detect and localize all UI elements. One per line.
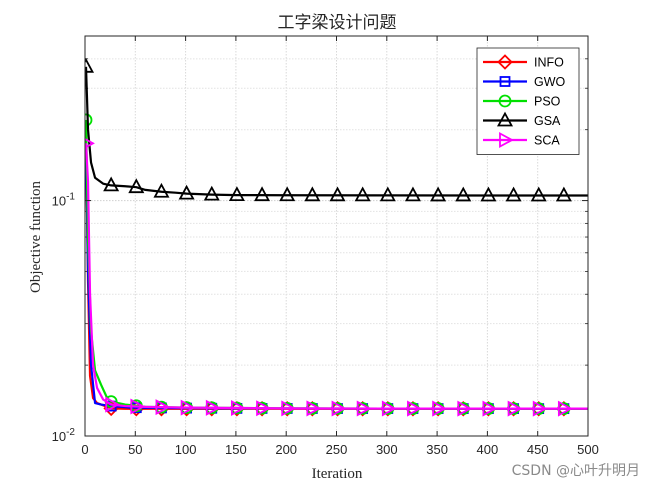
- legend-marker-gwo: [499, 76, 511, 87]
- legend-label-gwo: GWO: [534, 75, 566, 89]
- data-point-sca: [130, 398, 146, 415]
- data-point-sca: [155, 399, 171, 416]
- data-point-gsa: [128, 178, 145, 194]
- x-tick-label: 50: [128, 442, 142, 457]
- data-point-sca: [557, 400, 573, 417]
- chart-title: 工字梁设计问题: [278, 13, 397, 33]
- x-tick-label: 100: [175, 442, 197, 457]
- legend-label-pso: PSO: [534, 95, 561, 109]
- data-point-gsa: [455, 186, 472, 202]
- x-tick-label: 150: [225, 442, 247, 457]
- x-tick-label: 0: [81, 442, 88, 457]
- x-tick-label: 400: [477, 442, 499, 457]
- legend-marker-gsa: [496, 111, 514, 127]
- data-point-gsa: [555, 186, 572, 202]
- x-tick-label: 450: [527, 442, 549, 457]
- x-tick-label: 350: [426, 442, 448, 457]
- data-point-gsa: [178, 184, 195, 200]
- data-point-gsa: [329, 186, 346, 202]
- data-point-sca: [432, 400, 447, 417]
- legend-label-info: INFO: [534, 56, 564, 70]
- data-point-gsa: [304, 186, 321, 202]
- data-point-gsa: [430, 186, 447, 202]
- data-point-sca: [482, 400, 498, 417]
- data-point-sca: [331, 400, 347, 417]
- data-point-gsa: [153, 182, 170, 198]
- data-point-sca: [457, 400, 473, 417]
- data-point-gsa: [203, 185, 220, 201]
- data-point-gsa: [354, 186, 371, 202]
- data-point-gsa: [505, 186, 522, 202]
- plot-area: 0 50 100 150 200 250 300 350 400 450 500 10-2 10-1 IN…: [52, 35, 599, 457]
- x-tick-label: 500: [577, 442, 599, 457]
- data-point-sca: [407, 400, 422, 417]
- x-axis-title: Iteration: [312, 466, 363, 482]
- data-point-sca: [85, 137, 95, 149]
- y-tick-label: 10-1: [52, 192, 76, 209]
- data-point-sca: [205, 399, 221, 416]
- data-point-sca: [306, 400, 322, 417]
- legend-marker-sca: [499, 131, 514, 149]
- data-point-sca: [532, 400, 548, 417]
- data-point-gsa: [530, 186, 547, 202]
- legend-marker-pso: [498, 94, 512, 108]
- watermark: CSDN @心叶升明月: [512, 463, 640, 479]
- legend: INFO GWO PSO GSA SCA: [476, 47, 580, 155]
- data-point-gsa: [379, 186, 396, 202]
- legend-marker-info: [497, 54, 513, 70]
- y-axis-title: Objective function: [28, 180, 44, 293]
- series-line-sca: [85, 143, 588, 410]
- data-point-sca: [256, 400, 271, 417]
- legend-label-sca: SCA: [534, 134, 560, 148]
- data-point-gsa: [228, 186, 245, 201]
- y-tick-label: 10-2: [52, 427, 76, 444]
- data-point-sca: [381, 400, 397, 417]
- data-point-sca: [507, 400, 523, 417]
- data-point-sca: [180, 399, 196, 416]
- data-point-sca: [281, 400, 297, 417]
- x-tick-label: 250: [326, 442, 348, 457]
- data-point-gsa: [85, 57, 95, 73]
- data-point-gsa: [279, 186, 296, 202]
- data-point-sca: [231, 399, 246, 417]
- legend-label-gsa: GSA: [534, 114, 561, 128]
- x-tick-label: 300: [376, 442, 398, 457]
- data-point-gsa: [404, 186, 421, 202]
- data-point-gsa: [103, 176, 120, 192]
- series-line-gsa: [85, 66, 588, 197]
- data-point-gsa: [254, 186, 271, 202]
- data-point-sca: [356, 400, 372, 417]
- data-point-sca: [105, 396, 121, 413]
- x-tick-label: 200: [275, 442, 297, 457]
- data-point-gsa: [480, 186, 497, 202]
- series-group: [85, 57, 588, 417]
- data-point-pso: [85, 113, 93, 127]
